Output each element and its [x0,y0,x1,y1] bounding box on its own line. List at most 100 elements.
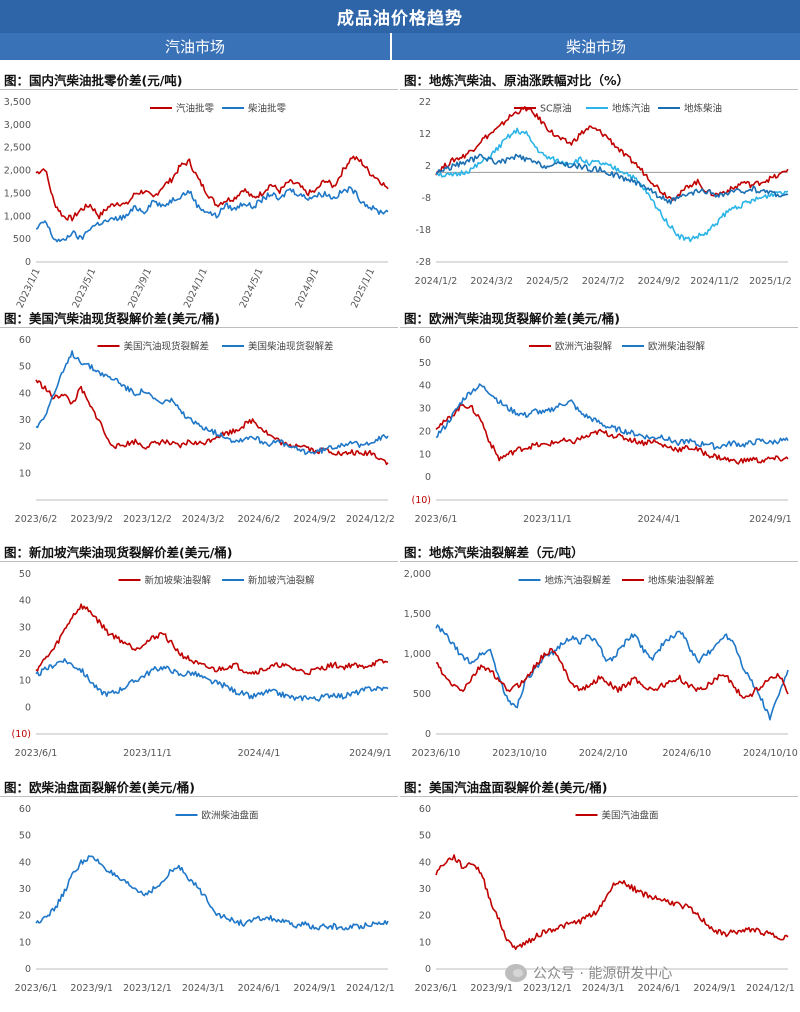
y-tick-label: 0 [425,472,431,483]
series-line-1 [435,106,789,202]
title-rule [400,327,798,328]
x-tick-label: 2023/6/10 [412,748,461,759]
y-tick-label: 10 [419,449,431,460]
chart-svg: -28 -18 -8 2 12 22 2024/1/2 2024/3/2 2024/5/2 202… [415,97,792,287]
y-tick-label: 1,500 [404,609,431,620]
chart-panel-5: 图：新加坡汽柴油现货裂解价差(美元/桶) (10) 0 10 20 30 40 50 2023/… [0,542,398,776]
legend-label: 地炼汽油裂解差 [545,575,612,587]
legend-item: 美国柴油现货裂解差 [222,341,334,353]
y-tick-label: 2 [425,161,431,172]
legend-item: 欧洲柴油裂解 [622,341,706,353]
legend-label: 欧洲柴油盘面 [202,810,259,822]
y-tick-label: 0 [25,257,31,268]
y-tick-label: 20 [19,911,31,922]
title-rule [0,327,398,328]
legend-item: 地炼汽油 [586,103,650,115]
y-tick-label: 40 [19,857,31,868]
series-line-2 [35,186,389,243]
legend-label: 美国汽油现货裂解差 [124,341,210,353]
title-rule [0,89,398,90]
series-line-1 [35,603,389,676]
legend-item: 新加坡柴油裂解 [118,575,212,587]
legend-item: 地炼汽油裂解差 [518,575,612,587]
y-tick-label: 40 [419,857,431,868]
x-tick-label: 2023/11/1 [123,748,172,759]
x-tick-label: 2024/9/1 [693,983,736,994]
legend-label: 美国柴油现货裂解差 [248,341,334,353]
title-rule [0,796,398,797]
y-tick-label: 60 [19,335,31,346]
y-tick-label: 2,500 [4,143,31,154]
x-tick-label: 2025/1/2 [749,276,792,287]
x-tick-label: 2024/3/2 [182,514,225,525]
x-tick-label: 2023/6/1 [15,983,58,994]
x-tick-label: 2024/9/2 [638,276,681,287]
y-tick-label: 3,500 [4,97,31,108]
chart-title: 图：国内汽柴油批零价差(元/吨) [4,73,183,88]
y-tick-label: 50 [419,831,431,842]
y-tick-label: (10) [11,729,31,740]
x-tick-label: 2024/6/1 [238,983,281,994]
series-line-2 [436,127,789,243]
chart-svg: (10) 0 10 20 30 40 50 2023/6/1 2023/11/1 2024/4/1… [11,569,391,759]
y-tick-label: 60 [19,804,31,815]
x-tick-label: 2024/6/2 [238,514,281,525]
chart-title: 图：美国汽柴油现货裂解价差(美元/桶) [4,311,220,326]
y-tick-label: 500 [413,689,431,700]
y-tick-label: 30 [419,404,431,415]
x-tick-label: 2024/12/2 [346,514,395,525]
chart-title: 图：地炼汽柴油、原油涨跌幅对比（%） [404,73,630,88]
y-tick-label: 10 [19,468,31,479]
x-tick-label: 2024/4/1 [638,514,681,525]
chart-svg: 0 10 20 30 40 50 60 2023/6/1 2023/9/1 2023/12/1 20… [15,804,395,994]
legend-item: 欧洲汽油裂解 [529,341,613,353]
y-tick-label: -18 [415,225,431,236]
y-tick-label: -28 [415,257,431,268]
y-tick-label: 50 [19,362,31,373]
x-tick-label: 2023/9/1 [126,267,154,310]
y-tick-label: 10 [19,937,31,948]
y-tick-label: 3,000 [4,120,31,131]
series-line-1 [35,855,389,931]
x-tick-label: 2025/1/1 [349,267,377,310]
x-tick-label: 2023/10/10 [492,748,547,759]
series-line-2 [35,350,389,455]
series-line-1 [435,854,789,951]
legend-item: 地炼柴油裂解差 [622,575,715,587]
x-tick-label: 2023/6/1 [415,983,458,994]
legend-item: 美国汽油现货裂解差 [97,341,210,353]
legend-item: 美国汽油盘面 [575,810,659,822]
legend-label: 新加坡柴油裂解 [145,575,212,587]
x-tick-label: 2023/12/1 [523,983,572,994]
x-tick-label: 2024/10/10 [743,748,798,759]
x-tick-label: 2024/9/1 [293,983,336,994]
y-tick-label: 60 [419,335,431,346]
y-tick-label: 30 [19,884,31,895]
y-tick-label: 12 [419,129,431,140]
series-line-1 [435,403,789,465]
legend-label: 地炼柴油裂解差 [648,575,715,587]
chart-panel-3: 图：美国汽柴油现货裂解价差(美元/桶) 10 20 30 40 50 60 2023/6/2 2… [0,308,398,542]
chart-svg: 0 500 1,000 1,500 2,000 2023/6/10 2023/10/10 20… [404,569,798,759]
x-tick-label: 2024/3/1 [582,983,625,994]
y-tick-label: 20 [19,442,31,453]
y-tick-label: 10 [419,937,431,948]
legend-item: 地炼柴油 [658,103,722,115]
x-tick-label: 2023/5/1 [70,267,98,310]
series-line-1 [435,624,789,721]
y-tick-label: 0 [25,964,31,975]
x-tick-label: 2024/7/2 [582,276,625,287]
legend-label: 欧洲汽油裂解 [555,341,613,353]
x-tick-label: 2024/3/1 [182,983,225,994]
y-tick-label: 30 [419,884,431,895]
chart-svg: 10 20 30 40 50 60 2023/6/2 2023/9/2 2023/12/2 202… [15,335,395,525]
legend-label: SC原油 [540,103,572,115]
y-tick-label: 20 [19,649,31,660]
series-line-3 [435,153,789,205]
chart-panel-6: 图：地炼汽柴油裂解差（元/吨） 0 500 1,000 1,500 2,000 2023/6… [400,542,798,776]
title-rule [400,561,798,562]
y-tick-label: 1,000 [404,649,431,660]
legend-label: 欧洲柴油裂解 [648,341,706,353]
x-tick-label: 2023/9/1 [470,983,513,994]
x-tick-label: 2023/1/1 [15,267,43,310]
